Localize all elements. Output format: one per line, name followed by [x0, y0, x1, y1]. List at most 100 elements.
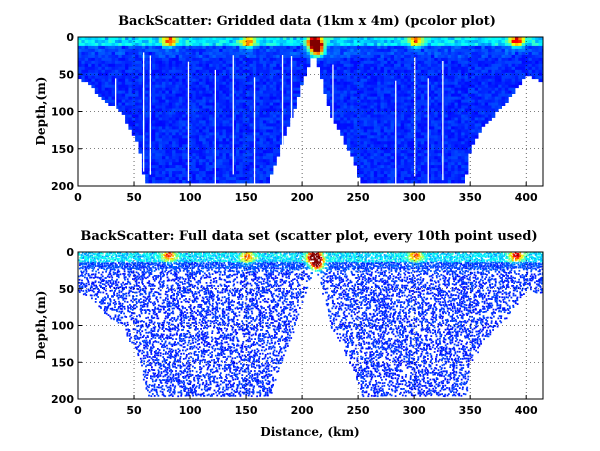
heatmap-cell	[236, 138, 240, 142]
heatmap-cell	[360, 111, 365, 115]
heatmap-cell	[262, 51, 267, 56]
heatmap-cell	[242, 114, 247, 118]
heatmap-cell	[219, 78, 223, 83]
heatmap-cell	[192, 114, 197, 118]
heatmap-cell	[182, 48, 186, 53]
heatmap-cell	[121, 66, 126, 71]
heatmap-cell	[229, 174, 234, 178]
heatmap-cell	[504, 40, 509, 44]
heatmap-cell	[410, 93, 415, 97]
heatmap-cell	[434, 141, 439, 145]
heatmap-cell	[178, 54, 183, 59]
heatmap-cell	[98, 93, 102, 97]
heatmap-cell	[212, 48, 217, 53]
heatmap-cell	[444, 75, 449, 80]
heatmap-cell	[410, 165, 415, 169]
heatmap-cell	[188, 48, 193, 53]
heatmap-cell	[424, 54, 428, 59]
heatmap-cell	[266, 54, 270, 59]
heatmap-cell	[377, 54, 381, 59]
heatmap-cell	[404, 93, 408, 97]
heatmap-cell	[155, 180, 160, 184]
heatmap-cell	[286, 63, 291, 68]
heatmap-cell	[454, 171, 459, 175]
heatmap-cell	[155, 75, 160, 80]
heatmap-cell	[427, 105, 432, 109]
heatmap-cell	[437, 171, 442, 175]
heatmap-cell	[168, 111, 173, 115]
heatmap-cell	[444, 120, 449, 124]
heatmap-cell	[451, 174, 455, 178]
heatmap-cell	[340, 132, 344, 136]
heatmap-cell	[145, 48, 149, 53]
heatmap-cell	[78, 69, 82, 74]
heatmap-cell	[434, 159, 439, 163]
heatmap-cell	[202, 123, 207, 127]
heatmap-cell	[138, 141, 143, 145]
heatmap-cell	[239, 60, 244, 65]
heatmap-cell	[152, 171, 156, 175]
heatmap-cell	[205, 81, 210, 86]
heatmap-cell	[155, 60, 160, 65]
heatmap-cell	[222, 129, 227, 133]
heatmap-cell	[427, 63, 432, 68]
heatmap-cell	[111, 87, 116, 92]
heatmap-cell	[108, 48, 113, 53]
heatmap-cell	[380, 84, 385, 89]
heatmap-cell	[195, 117, 200, 121]
heatmap-cell	[461, 63, 465, 68]
heatmap-cell	[293, 78, 297, 83]
heatmap-cell	[84, 69, 89, 74]
heatmap-cell	[209, 162, 213, 166]
heatmap-cell	[370, 165, 375, 169]
heatmap-cell	[498, 69, 502, 74]
heatmap-cell	[370, 177, 375, 181]
heatmap-cell	[205, 54, 210, 59]
heatmap-cell	[373, 147, 378, 151]
heatmap-cell	[346, 63, 351, 68]
heatmap-cell	[229, 75, 234, 80]
heatmap-cell	[152, 37, 156, 41]
heatmap-cell	[165, 153, 170, 157]
heatmap-cell	[424, 87, 428, 92]
heatmap-cell	[336, 48, 341, 53]
heatmap-cell	[138, 102, 143, 106]
heatmap-cell	[367, 150, 371, 154]
heatmap-cell	[494, 69, 499, 74]
heatmap-cell	[447, 48, 452, 53]
heatmap-cell	[128, 48, 133, 53]
heatmap-cell	[454, 162, 459, 166]
heatmap-cell	[128, 45, 133, 50]
heatmap-cell	[370, 138, 375, 142]
heatmap-cell	[286, 43, 291, 47]
heatmap-cell	[346, 117, 351, 121]
heatmap-cell	[128, 90, 133, 94]
heatmap-cell	[427, 51, 432, 56]
heatmap-cell	[195, 51, 200, 56]
heatmap-cell	[380, 40, 385, 44]
heatmap-cell	[232, 117, 237, 121]
heatmap-cell	[367, 105, 371, 109]
heatmap-cell	[283, 111, 287, 115]
heatmap-cell	[397, 105, 402, 109]
heatmap-cell	[125, 99, 129, 103]
heatmap-cell	[205, 165, 210, 169]
heatmap-cell	[346, 78, 351, 83]
heatmap-cell	[249, 54, 254, 59]
heatmap-cell	[138, 135, 143, 139]
heatmap-cell	[340, 108, 344, 112]
heatmap-cell	[400, 40, 405, 44]
heatmap-cell	[346, 54, 351, 59]
heatmap-cell	[447, 72, 452, 77]
heatmap-cell	[417, 165, 422, 169]
heatmap-cell	[236, 126, 240, 130]
heatmap-cell	[131, 111, 136, 115]
heatmap-cell	[330, 108, 334, 112]
heatmap-cell	[195, 126, 200, 130]
heatmap-cell	[457, 63, 462, 68]
heatmap-cell	[461, 168, 465, 172]
heatmap-cell	[165, 162, 170, 166]
heatmap-cell	[212, 153, 217, 157]
heatmap-cell	[457, 144, 462, 148]
heatmap-cell	[326, 93, 331, 97]
